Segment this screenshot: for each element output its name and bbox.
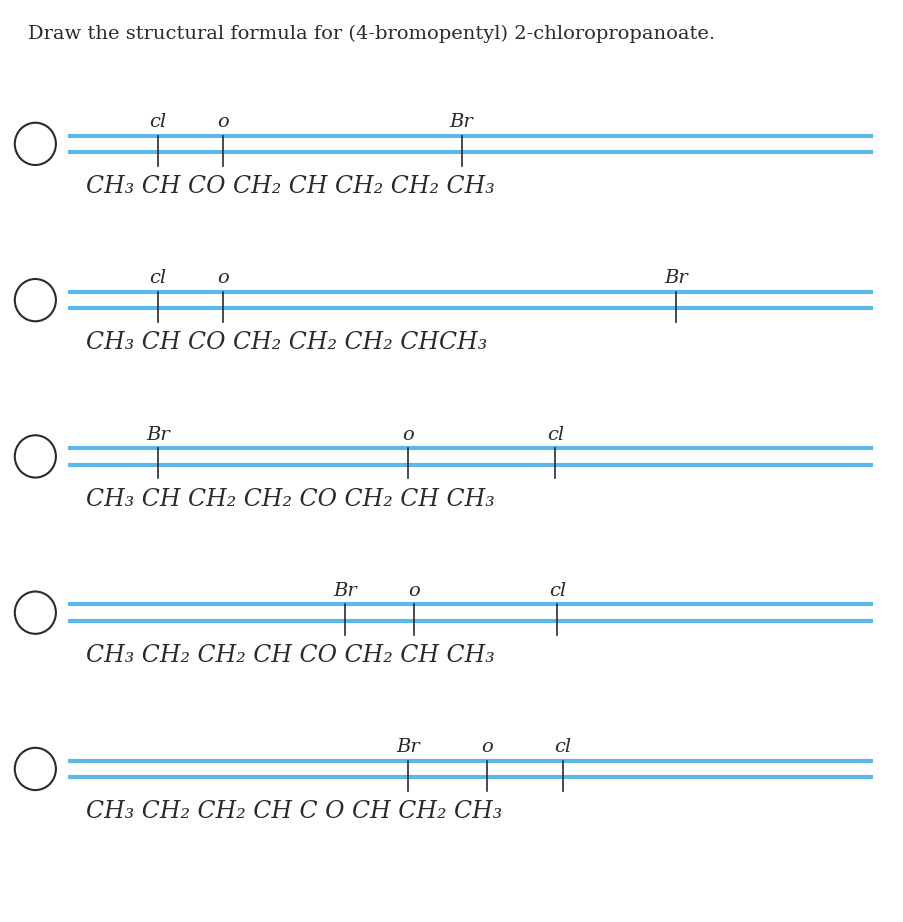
Text: CH₃ CH CO CH₂ CH₂ CH₂ CHCH₃: CH₃ CH CO CH₂ CH₂ CH₂ CHCH₃ xyxy=(86,331,487,354)
Text: Br: Br xyxy=(664,269,687,288)
Text: Br: Br xyxy=(396,739,419,756)
Text: o: o xyxy=(480,739,492,756)
Text: Br: Br xyxy=(145,426,170,443)
Text: CH₃ CH₂ CH₂ CH C O CH CH₂ CH₃: CH₃ CH₂ CH₂ CH C O CH CH₂ CH₃ xyxy=(86,800,502,823)
Text: o: o xyxy=(217,269,228,288)
Text: o: o xyxy=(217,113,228,131)
Text: Draw the structural formula for (4-bromopentyl) 2-chloropropanoate.: Draw the structural formula for (4-bromo… xyxy=(28,24,714,42)
Text: o: o xyxy=(402,426,414,443)
Text: cl: cl xyxy=(548,582,565,600)
Text: cl: cl xyxy=(554,739,571,756)
Text: Br: Br xyxy=(333,582,357,600)
Text: cl: cl xyxy=(546,426,563,443)
Text: CH₃ CH CH₂ CH₂ CO CH₂ CH CH₃: CH₃ CH CH₂ CH₂ CO CH₂ CH CH₃ xyxy=(86,488,495,511)
Text: o: o xyxy=(408,582,420,600)
Text: cl: cl xyxy=(149,269,166,288)
Text: CH₃ CH₂ CH₂ CH CO CH₂ CH CH₃: CH₃ CH₂ CH₂ CH CO CH₂ CH CH₃ xyxy=(86,644,495,667)
Text: cl: cl xyxy=(149,113,166,131)
Text: CH₃ CH CO CH₂ CH CH₂ CH₂ CH₃: CH₃ CH CO CH₂ CH CH₂ CH₂ CH₃ xyxy=(86,175,495,198)
Text: Br: Br xyxy=(450,113,473,131)
